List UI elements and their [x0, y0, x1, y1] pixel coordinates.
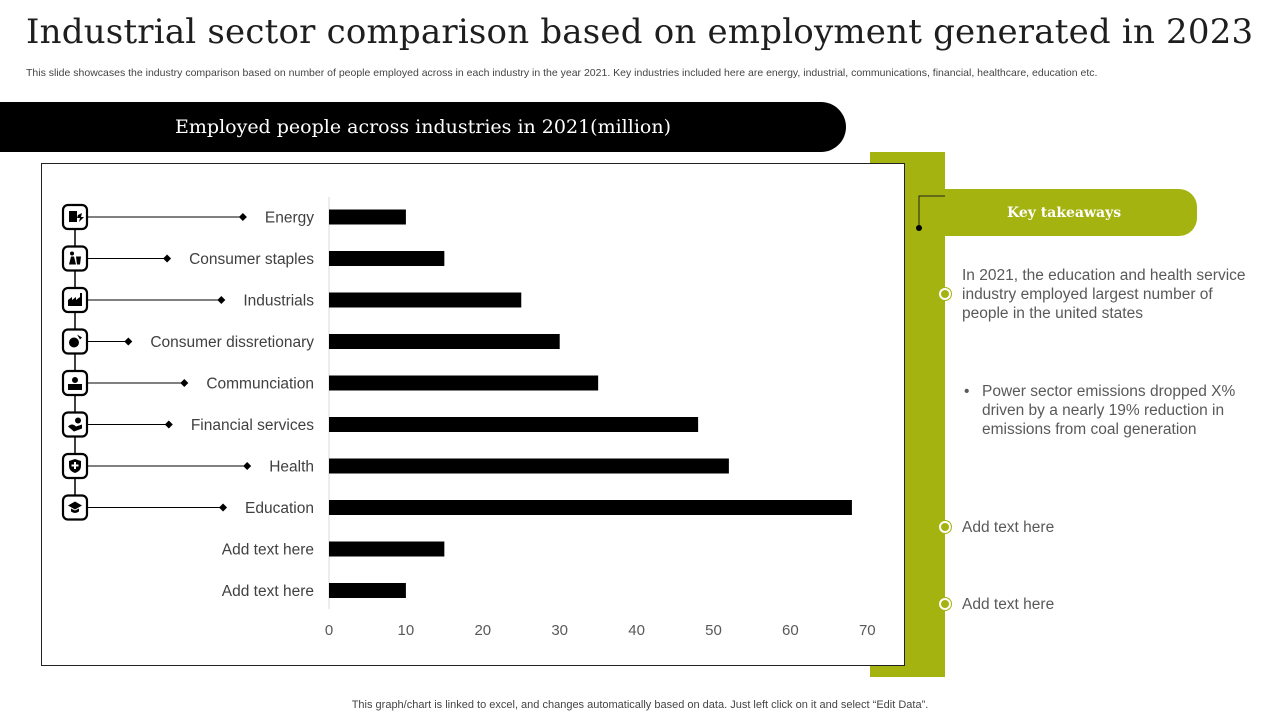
page-title: Industrial sector comparison based on em…	[26, 12, 1254, 52]
x-tick-label: 20	[474, 622, 491, 639]
financial-services-icon-glyph	[68, 417, 82, 432]
leader-diamond	[243, 462, 252, 470]
takeaway-item-3: Add text here	[962, 519, 1055, 536]
category-label: Consumer staples	[189, 251, 314, 268]
x-tick-label: 10	[398, 622, 415, 639]
takeaway-dot-1	[939, 288, 951, 300]
category-label: Industrials	[243, 293, 314, 310]
bar-7[interactable]	[329, 458, 729, 474]
energy-icon-glyph	[69, 211, 84, 222]
financial-services-icon	[61, 411, 89, 438]
footer-note: This graph/chart is linked to excel, and…	[351, 699, 929, 711]
category-label: Financial services	[191, 417, 314, 434]
category-label: Education	[245, 500, 314, 517]
chart-banner-title: Employed people across industries in 202…	[175, 116, 671, 138]
category-label: Consumer dissretionary	[150, 334, 314, 351]
chart-frame[interactable]: 0 10 20 30 40 50 60 70 Energy Consumer staples Ind…	[41, 163, 905, 666]
bar-8[interactable]	[329, 500, 852, 515]
key-takeaways-heading: Key takeaways	[1007, 204, 1122, 221]
x-tick-label: 60	[782, 622, 799, 639]
bar-5[interactable]	[329, 375, 599, 391]
bar-chart[interactable]: 0 10 20 30 40 50 60 70 Energy Consumer staples Ind…	[42, 164, 906, 667]
education-icon-glyph	[68, 501, 82, 513]
category-label: Health	[269, 459, 314, 476]
x-tick-label: 70	[859, 622, 876, 639]
leader-diamond	[217, 296, 226, 304]
bar-4[interactable]	[329, 334, 560, 349]
chart-banner: Employed people across industries in 202…	[0, 102, 846, 152]
x-tick-label: 30	[551, 622, 568, 639]
leader-diamond	[124, 337, 133, 346]
bar-6[interactable]	[329, 417, 699, 432]
bar-9[interactable]	[329, 541, 445, 557]
bar-2[interactable]	[329, 251, 445, 266]
consumer-staples-icon	[61, 245, 89, 272]
leader-diamond	[163, 254, 172, 263]
category-label: Energy	[265, 210, 314, 227]
bar-10[interactable]	[329, 583, 406, 598]
takeaway-item-1: In 2021, the education and health servic…	[962, 267, 1246, 322]
x-tick-label: 40	[628, 622, 645, 639]
takeaway-dot-3	[939, 521, 951, 533]
leader-diamond	[164, 420, 173, 429]
communication-icon-glyph	[68, 377, 82, 390]
takeaway-item-4: Add text here	[962, 596, 1055, 613]
key-takeaways-header: Key takeaways	[945, 189, 1197, 236]
health-icon-glyph	[69, 459, 81, 473]
category-label: Communciation	[206, 376, 314, 393]
leader-diamond	[219, 503, 228, 512]
takeaway-dot-4	[939, 598, 951, 610]
bar-3[interactable]	[329, 292, 522, 308]
bar-1[interactable]	[329, 209, 406, 225]
leader-diamond	[238, 213, 247, 221]
category-label: Add text here	[222, 583, 314, 600]
industrials-icon-glyph	[68, 293, 82, 306]
consumer-discretionary-icon-glyph	[69, 334, 82, 348]
category-label: Add text here	[222, 542, 314, 559]
leader-diamond	[180, 379, 189, 387]
page-subtitle: This slide showcases the industry compar…	[26, 67, 1098, 79]
x-tick-label: 0	[325, 622, 333, 639]
consumer-staples-icon-glyph	[69, 251, 81, 265]
takeaway-item-2: Power sector emissions dropped X% driven…	[962, 382, 1252, 439]
x-tick-label: 50	[705, 622, 722, 639]
